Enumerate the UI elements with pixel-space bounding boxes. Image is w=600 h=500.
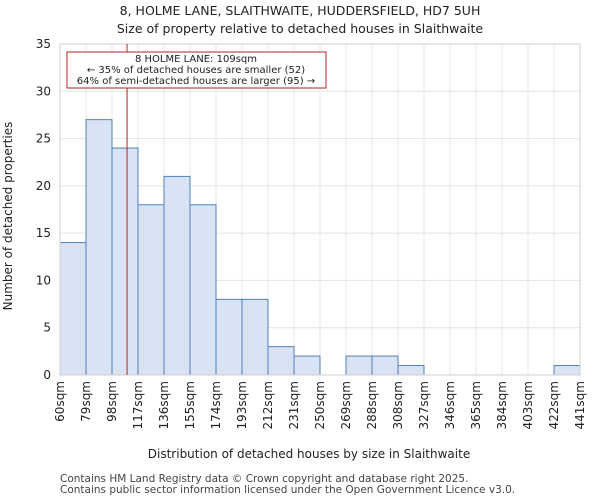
bar-422sqm xyxy=(553,365,581,376)
chart-title: 8, HOLME LANE, SLAITHWAITE, HUDDERSFIELD… xyxy=(119,3,481,18)
y-tick-label: 20 xyxy=(36,179,51,193)
x-tick-label: 346sqm xyxy=(443,381,457,429)
x-tick-label: 117sqm xyxy=(131,381,145,429)
x-tick-label: 212sqm xyxy=(261,381,275,429)
y-tick-label: 15 xyxy=(36,226,51,240)
y-axis-label: Number of detached properties xyxy=(1,122,15,311)
bar-212sqm xyxy=(267,346,295,376)
x-tick-label: 79sqm xyxy=(79,381,93,422)
x-tick-label: 193sqm xyxy=(235,381,249,429)
bar-231sqm xyxy=(293,355,321,376)
bar-98sqm xyxy=(111,147,139,376)
y-tick-label: 10 xyxy=(36,273,51,287)
y-tick-label: 5 xyxy=(43,321,51,335)
bar-79sqm xyxy=(85,119,113,376)
y-tick-label: 0 xyxy=(43,368,51,382)
bar-60sqm xyxy=(59,242,87,376)
annotation-line-2: ← 35% of detached houses are smaller (52… xyxy=(87,65,305,76)
x-tick-label: 308sqm xyxy=(391,381,405,429)
x-tick-label: 250sqm xyxy=(313,381,327,429)
x-tick-label: 384sqm xyxy=(495,381,509,429)
x-tick-label: 269sqm xyxy=(339,381,353,429)
bar-174sqm xyxy=(215,298,243,376)
bar-155sqm xyxy=(189,204,217,376)
bar-193sqm xyxy=(241,298,269,376)
annotation-box xyxy=(66,51,327,89)
chart-subtitle: Size of property relative to detached ho… xyxy=(116,21,484,36)
x-tick-label: 288sqm xyxy=(365,381,379,429)
x-tick-label: 136sqm xyxy=(157,381,171,429)
bar-269sqm xyxy=(345,355,373,376)
x-tick-label: 98sqm xyxy=(105,381,119,422)
x-tick-label: 155sqm xyxy=(183,381,197,429)
x-tick-label: 327sqm xyxy=(417,381,431,429)
y-tick-label: 35 xyxy=(36,37,51,51)
x-tick-label: 365sqm xyxy=(469,381,483,429)
x-tick-label: 403sqm xyxy=(521,381,535,429)
x-tick-label: 441sqm xyxy=(573,381,587,429)
x-tick-label: 231sqm xyxy=(287,381,301,429)
bar-288sqm xyxy=(371,355,399,376)
y-tick-label: 30 xyxy=(36,84,51,98)
x-axis-label: Distribution of detached houses by size … xyxy=(148,447,470,461)
x-tick-label: 422sqm xyxy=(547,381,561,429)
annotation-line-3: 64% of semi-detached houses are larger (… xyxy=(77,76,315,87)
footer-line-1: Contains HM Land Registry data © Crown c… xyxy=(60,473,469,485)
x-tick-label: 60sqm xyxy=(53,381,67,422)
footer-line-2: Contains public sector information licen… xyxy=(60,484,516,496)
annotation-line-1: 8 HOLME LANE: 109sqm xyxy=(135,54,257,65)
plot-frame xyxy=(59,43,581,376)
x-tick-label: 174sqm xyxy=(209,381,223,429)
y-tick-label: 25 xyxy=(36,132,51,146)
bar-136sqm xyxy=(163,175,191,376)
bar-308sqm xyxy=(397,365,425,376)
bar-117sqm xyxy=(137,204,165,376)
